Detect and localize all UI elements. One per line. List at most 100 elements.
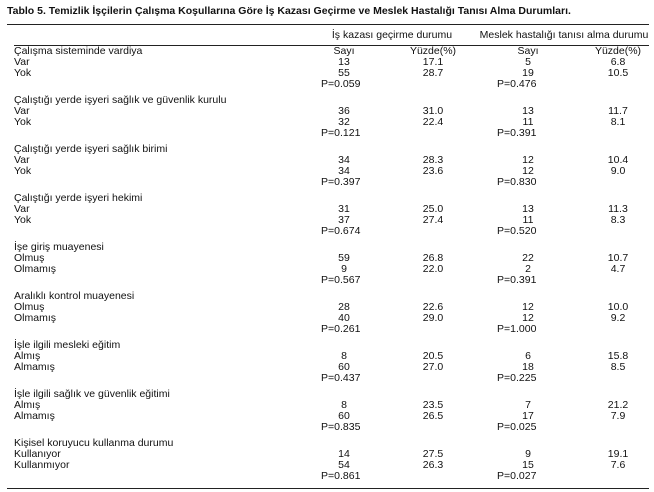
row-label: Almamış <box>14 410 55 422</box>
accident-count: 59 <box>338 252 350 264</box>
section-label: Kişisel koruyucu kullanma durumu <box>14 437 174 449</box>
data-table: İş kazası geçirme durumu Meslek hastalığ… <box>7 24 649 489</box>
disease-count: 11 <box>522 116 534 128</box>
header-separator <box>14 45 649 46</box>
row-label: Olmuş <box>14 252 45 264</box>
table-row: Yok 34 23.6 12 9.0 <box>7 166 649 177</box>
accident-p-value: P=0.835 <box>321 421 361 433</box>
disease-p-value: P=0.225 <box>497 372 537 384</box>
table-row: Olmuş 28 22.6 12 10.0 <box>7 302 649 313</box>
accident-percent: 25.0 <box>422 203 444 215</box>
section-row: Çalıştığı yerde işyeri sağlık birimi <box>7 144 649 155</box>
row-label: Kullanıyor <box>14 448 61 460</box>
subheader-count: Sayı <box>517 45 539 57</box>
accident-percent: 26.3 <box>422 459 444 471</box>
table-row: Almış 8 20.5 6 15.8 <box>7 351 649 362</box>
accident-count: 34 <box>338 154 350 166</box>
accident-p-value: P=0.121 <box>321 127 361 139</box>
row-label: Yok <box>14 67 32 79</box>
row-label: Yok <box>14 165 32 177</box>
subheader-percent: Yüzde(%) <box>409 45 457 57</box>
accident-p-value: P=0.437 <box>321 372 361 384</box>
disease-percent: 6.8 <box>610 56 626 68</box>
disease-percent: 10.7 <box>607 252 629 264</box>
accident-p-value: P=0.059 <box>321 78 361 90</box>
p-value-row: P=0.835 P=0.025 <box>7 422 649 433</box>
table-row: Var 34 28.3 12 10.4 <box>7 155 649 166</box>
disease-count: 7 <box>525 399 531 411</box>
disease-percent: 10.5 <box>607 67 629 79</box>
disease-percent: 8.3 <box>610 214 626 226</box>
disease-count: 11 <box>522 214 534 226</box>
row-label: Almış <box>14 350 41 362</box>
disease-count: 22 <box>522 252 534 264</box>
p-value-row: P=0.121 P=0.391 <box>7 128 649 139</box>
section-row: İşle ilgili sağlık ve güvenlik eğitimi <box>7 389 649 400</box>
table-row: Almamış 60 27.0 18 8.5 <box>7 362 649 373</box>
table-row: Var 36 31.0 13 11.7 <box>7 106 649 117</box>
table-row: Var 31 25.0 13 11.3 <box>7 204 649 215</box>
accident-p-value: P=0.397 <box>321 176 361 188</box>
accident-percent: 23.5 <box>422 399 444 411</box>
disease-percent: 11.7 <box>608 105 628 117</box>
disease-count: 18 <box>522 361 534 373</box>
disease-percent: 9.2 <box>610 312 626 324</box>
table-row: Yok 37 27.4 11 8.3 <box>7 215 649 226</box>
row-label: Olmamış <box>14 312 56 324</box>
accident-percent: 22.0 <box>422 263 444 275</box>
section-label: Çalışma sisteminde vardiya <box>14 45 143 57</box>
table-row: Olmamış 40 29.0 12 9.2 <box>7 313 649 324</box>
disease-p-value: P=0.391 <box>497 274 537 286</box>
accident-p-value: P=0.861 <box>321 470 361 482</box>
subheader-row: Çalışma sisteminde vardiya Sayı Yüzde(%) Sa… <box>7 46 649 57</box>
disease-percent: 21.2 <box>607 399 629 411</box>
table-row: Almamış 60 26.5 17 7.9 <box>7 411 649 422</box>
disease-percent: 4.7 <box>610 263 626 275</box>
accident-count: 8 <box>341 399 347 411</box>
accident-count: 9 <box>341 263 347 275</box>
accident-percent: 31.0 <box>422 105 444 117</box>
accident-percent: 23.6 <box>422 165 444 177</box>
accident-percent: 26.8 <box>422 252 444 264</box>
section-row: Kişisel koruyucu kullanma durumu <box>7 438 649 449</box>
header-group-disease: Meslek hastalığı tanısı alma durumu <box>479 29 649 41</box>
accident-p-value: P=0.261 <box>321 323 361 335</box>
row-label: Var <box>14 56 30 68</box>
section-label: Aralıklı kontrol muayenesi <box>14 290 135 302</box>
disease-percent: 19.1 <box>607 448 629 460</box>
disease-count: 9 <box>525 448 531 460</box>
section-row: İşle ilgili mesleki eğitim <box>7 340 649 351</box>
disease-count: 12 <box>522 154 534 166</box>
disease-percent: 7.9 <box>610 410 626 422</box>
accident-count: 36 <box>338 105 350 117</box>
disease-percent: 8.1 <box>610 116 626 128</box>
disease-count: 15 <box>522 459 534 471</box>
row-label: Olmamış <box>14 263 56 275</box>
accident-p-value: P=0.567 <box>321 274 361 286</box>
row-label: Almamış <box>14 361 55 373</box>
header-group-accident: İş kazası geçirme durumu <box>331 29 453 41</box>
p-value-row: P=0.861 P=0.027 <box>7 471 649 482</box>
section-row: Çalıştığı yerde işyeri hekimi <box>7 193 649 204</box>
disease-count: 2 <box>525 263 531 275</box>
disease-p-value: P=0.476 <box>497 78 537 90</box>
disease-count: 19 <box>522 67 534 79</box>
accident-percent: 27.4 <box>422 214 444 226</box>
disease-count: 17 <box>522 410 534 422</box>
table-row: Almış 8 23.5 7 21.2 <box>7 400 649 411</box>
table-row: Kullanıyor 14 27.5 9 19.1 <box>7 449 649 460</box>
disease-percent: 10.4 <box>607 154 629 166</box>
table-title: Tablo 5. Temizlik İşçilerin Çalışma Koşu… <box>7 5 571 17</box>
accident-count: 37 <box>338 214 350 226</box>
accident-count: 54 <box>338 459 350 471</box>
disease-percent: 11.3 <box>608 203 628 215</box>
disease-count: 12 <box>522 165 534 177</box>
row-label: Var <box>14 154 30 166</box>
accident-percent: 27.0 <box>422 361 444 373</box>
accident-count: 32 <box>338 116 350 128</box>
subheader-count: Sayı <box>333 45 355 57</box>
section-label: Çalıştığı yerde işyeri sağlık ve güvenli… <box>14 94 227 106</box>
disease-count: 6 <box>525 350 531 362</box>
disease-percent: 8.5 <box>610 361 626 373</box>
p-value-row: P=0.674 P=0.520 <box>7 226 649 237</box>
